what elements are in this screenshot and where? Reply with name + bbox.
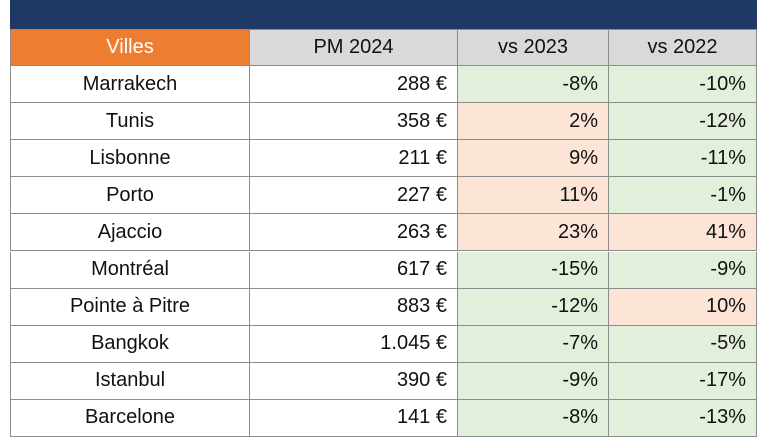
table-cell: Barcelone <box>10 399 250 437</box>
table-cell: 23% <box>458 214 609 252</box>
header-cell: vs 2022 <box>609 29 757 66</box>
table-cell: -7% <box>458 325 609 363</box>
table-cell: 2% <box>458 103 609 141</box>
table-cell: Porto <box>10 177 250 215</box>
table-cell: 141 € <box>250 399 458 437</box>
table-cell: -11% <box>609 140 757 178</box>
table-cell: -8% <box>458 399 609 437</box>
table-cell: Lisbonne <box>10 140 250 178</box>
table-cell: -12% <box>609 103 757 141</box>
table-cell: -13% <box>609 399 757 437</box>
table-cell: 883 € <box>250 288 458 326</box>
table-cell: -15% <box>458 251 609 289</box>
table-cell: -1% <box>609 177 757 215</box>
table-cell: 263 € <box>250 214 458 252</box>
header-cell: Villes <box>10 29 250 66</box>
table-cell: -10% <box>609 66 757 104</box>
table-cell: Ajaccio <box>10 214 250 252</box>
table-cell: 227 € <box>250 177 458 215</box>
header-cell: PM 2024 <box>250 29 458 66</box>
table-cell: -9% <box>458 362 609 400</box>
table-cell: -17% <box>609 362 757 400</box>
table-cell: 41% <box>609 214 757 252</box>
table-cell: 211 € <box>250 140 458 178</box>
table-cell: 288 € <box>250 66 458 104</box>
table-cell: Tunis <box>10 103 250 141</box>
table-cell: 11% <box>458 177 609 215</box>
table-cell: Bangkok <box>10 325 250 363</box>
header-cell: vs 2023 <box>458 29 609 66</box>
table-cell: 358 € <box>250 103 458 141</box>
table-cell: 10% <box>609 288 757 326</box>
table-cell: 390 € <box>250 362 458 400</box>
title-band <box>10 0 757 29</box>
table-cell: 9% <box>458 140 609 178</box>
table-cell: -5% <box>609 325 757 363</box>
table-cell: -8% <box>458 66 609 104</box>
table-cell: -9% <box>609 251 757 289</box>
table-cell: Pointe à Pitre <box>10 288 250 326</box>
table-cell: 617 € <box>250 251 458 289</box>
table-cell: -12% <box>458 288 609 326</box>
table-cell: Montréal <box>10 251 250 289</box>
table-cell: Istanbul <box>10 362 250 400</box>
table-cell: 1.045 € <box>250 325 458 363</box>
table-cell: Marrakech <box>10 66 250 104</box>
